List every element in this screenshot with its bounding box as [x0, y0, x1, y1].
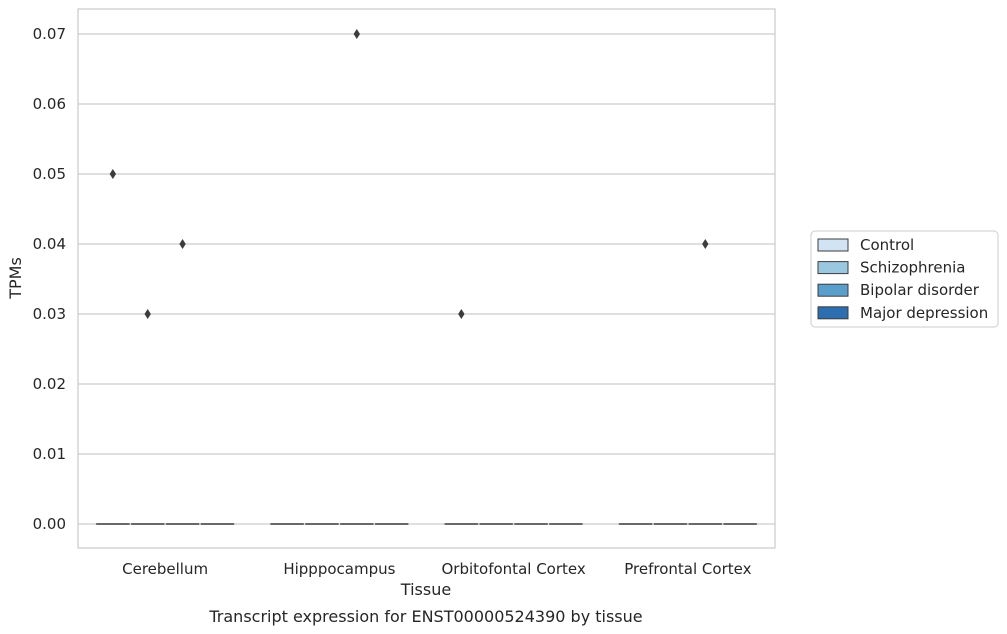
y-tick-label: 0.06	[33, 95, 66, 113]
y-tick-label: 0.04	[33, 235, 66, 253]
legend-label: Schizophrenia	[860, 259, 965, 277]
legend-label: Control	[860, 236, 914, 254]
outlier-point	[353, 29, 360, 39]
outlier-point	[144, 309, 151, 319]
y-tick-label: 0.00	[33, 515, 66, 533]
y-axis-title: TPMs	[6, 257, 25, 300]
x-tick-labels: Cerebellum Hipppocampus Orbitofontal Corte…	[122, 560, 751, 578]
plot-frame	[77, 8, 776, 549]
y-tick-labels: 0.00 0.01 0.02 0.03 0.04 0.05 0.06 0.07	[33, 25, 66, 533]
y-tick-label: 0.07	[33, 25, 66, 43]
legend-label: Bipolar disorder	[860, 281, 980, 299]
x-tick-label: Cerebellum	[122, 560, 208, 578]
x-tick-label: Hipppocampus	[283, 560, 395, 578]
x-tick-label: Prefrontal Cortex	[624, 560, 751, 578]
y-tick-label: 0.02	[33, 375, 66, 393]
legend-swatch	[817, 261, 849, 275]
legend-items: Control Schizophrenia Bipolar disorder Majo…	[817, 236, 988, 322]
legend-label: Major depression	[860, 304, 988, 322]
y-tick-label: 0.01	[33, 445, 66, 463]
legend-frame	[810, 230, 999, 328]
legend-swatch	[817, 238, 849, 252]
legend-swatch	[817, 306, 849, 320]
x-tick-label: Orbitofontal Cortex	[442, 560, 586, 578]
gridlines	[78, 33, 775, 525]
outlier-points	[109, 29, 709, 319]
outlier-point	[702, 239, 709, 249]
x-axis-title: Tissue	[400, 580, 451, 599]
legend: Control Schizophrenia Bipolar disorder Majo…	[810, 230, 999, 328]
y-tick-label: 0.05	[33, 165, 66, 183]
y-tick-label: 0.03	[33, 305, 66, 323]
chart-caption: Transcript expression for ENST0000052439…	[208, 607, 642, 626]
outlier-point	[179, 239, 186, 249]
outlier-point	[458, 309, 465, 319]
outlier-point	[109, 169, 117, 179]
legend-swatch	[817, 283, 849, 297]
